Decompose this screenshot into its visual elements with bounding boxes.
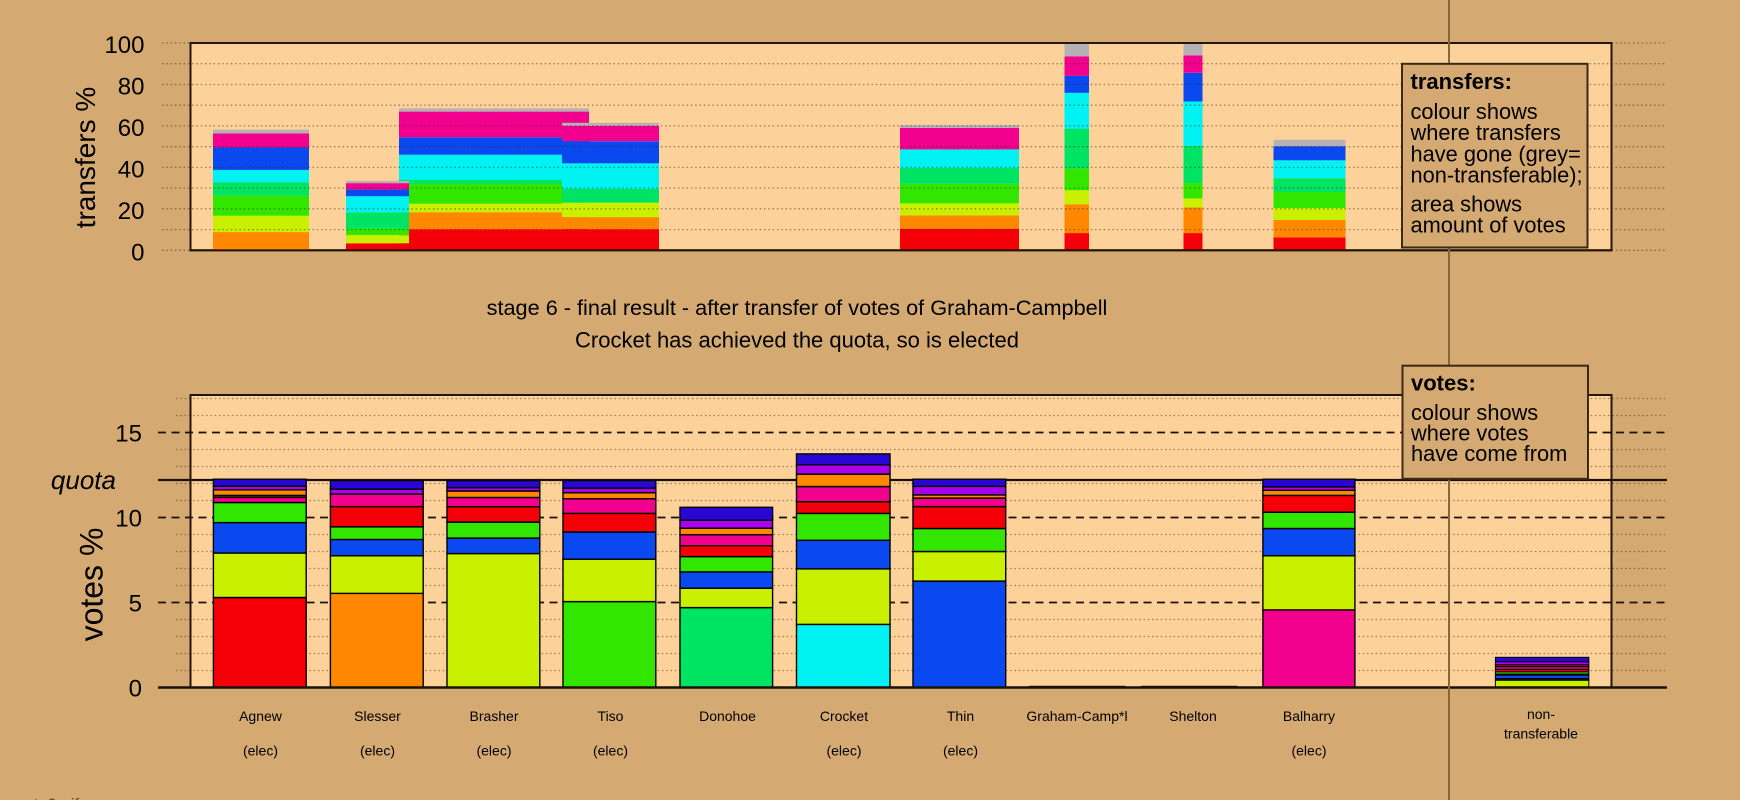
- svg-text:(elec): (elec): [1291, 743, 1326, 759]
- svg-text:votes:: votes:: [1411, 370, 1476, 395]
- svg-text:transfers:: transfers:: [1411, 69, 1512, 94]
- svg-text:have come from: have come from: [1411, 441, 1567, 466]
- svg-text:Slesser: Slesser: [354, 708, 401, 724]
- svg-text:15: 15: [115, 421, 142, 448]
- svg-text:amount of votes: amount of votes: [1411, 213, 1566, 238]
- svg-text:60: 60: [118, 115, 145, 142]
- svg-text:transfers %: transfers %: [70, 87, 101, 229]
- svg-text:5: 5: [129, 591, 142, 618]
- svg-text:Tiso: Tiso: [598, 708, 624, 724]
- svg-text:Crocket: Crocket: [820, 708, 868, 724]
- svg-text:where transfers: where transfers: [1410, 120, 1561, 145]
- svg-text:colour shows: colour shows: [1411, 400, 1538, 425]
- svg-text:(elec): (elec): [943, 743, 978, 759]
- svg-text:stv6.gif: stv6.gif: [24, 795, 80, 800]
- svg-text:(elec): (elec): [593, 743, 628, 759]
- svg-text:have gone (grey=: have gone (grey=: [1411, 141, 1581, 166]
- svg-text:(elec): (elec): [243, 743, 278, 759]
- svg-text:transferable: transferable: [1504, 726, 1578, 742]
- svg-text:10: 10: [115, 506, 142, 533]
- svg-text:non-: non-: [1527, 706, 1555, 722]
- svg-text:Graham-Camp*l: Graham-Camp*l: [1026, 708, 1127, 724]
- svg-text:100: 100: [104, 32, 144, 59]
- svg-text:20: 20: [118, 198, 145, 225]
- svg-text:colour shows: colour shows: [1411, 99, 1538, 124]
- svg-text:Crocket has achieved the quota: Crocket has achieved the quota, so is el…: [575, 328, 1019, 353]
- svg-text:where votes: where votes: [1410, 421, 1529, 446]
- svg-text:Brasher: Brasher: [469, 708, 518, 724]
- svg-text:Shelton: Shelton: [1169, 708, 1216, 724]
- svg-text:quota: quota: [51, 465, 116, 495]
- svg-text:non-transferable);: non-transferable);: [1411, 163, 1583, 188]
- svg-text:(elec): (elec): [826, 743, 861, 759]
- svg-text:area shows: area shows: [1411, 191, 1523, 216]
- svg-text:votes %: votes %: [73, 528, 109, 642]
- svg-text:Balharry: Balharry: [1283, 708, 1335, 724]
- svg-text:0: 0: [131, 239, 144, 266]
- svg-text:(elec): (elec): [360, 743, 395, 759]
- svg-text:40: 40: [118, 156, 145, 183]
- svg-text:Agnew: Agnew: [239, 708, 283, 724]
- svg-text:0: 0: [129, 676, 142, 703]
- svg-text:Donohoe: Donohoe: [699, 708, 756, 724]
- svg-text:(elec): (elec): [476, 743, 511, 759]
- svg-text:stage 6 - final result - after: stage 6 - final result - after transfer …: [487, 295, 1108, 320]
- svg-text:80: 80: [118, 74, 145, 101]
- svg-text:Thin: Thin: [947, 708, 974, 724]
